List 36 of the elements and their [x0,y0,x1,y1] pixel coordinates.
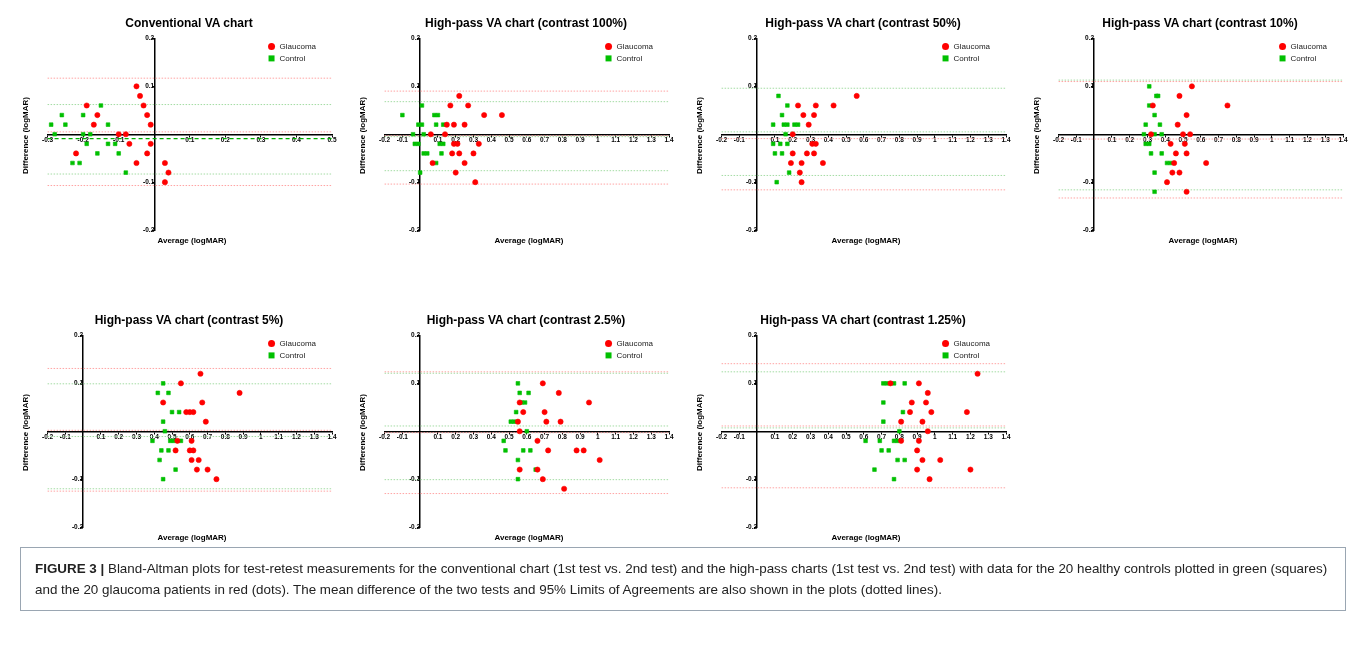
x-axis-title: Average (logMAR) [1167,236,1239,245]
legend-label: Glaucoma [953,41,991,51]
chart-title: High-pass VA chart (contrast 2.5%) [426,312,626,327]
legend-label: Control [279,53,306,63]
x-axis-title: Average (logMAR) [493,533,565,542]
y-axis-title: Difference (logMAR) [694,393,704,471]
legend-label: Control [953,350,980,360]
legend-label: Control [616,350,643,360]
y-axis-title: Difference (logMAR) [20,96,30,174]
x-axis-title: Average (logMAR) [830,236,902,245]
legend-label: Glaucoma [616,41,654,51]
x-axis-title: Average (logMAR) [830,533,902,542]
chart-title: High-pass VA chart (contrast 50%) [765,15,961,30]
legend-label: Glaucoma [279,41,317,51]
legend-label: Control [1290,53,1317,63]
chart-title: Conventional VA chart [125,15,253,30]
y-axis-title: Difference (logMAR) [694,96,704,174]
y-axis-title: Difference (logMAR) [1031,96,1041,174]
legend-label: Glaucoma [1290,41,1328,51]
legend-label: Control [616,53,643,63]
legend-label: Glaucoma [279,338,317,348]
legend-label: Control [953,53,980,63]
x-axis-title: Average (logMAR) [156,236,228,245]
caption: FIGURE 3 | Bland-Altman plots for test-retest measurements for the conventional chart (1st test vs. 2nd test) and the high-pass charts (1st test vs. 2nd test) with data for the 20 healthy controls plotted in green (squares) and the 20 glaucoma patients in red (dots). The mean difference of the two tests and 95% Limits of Agreements are also shown in the plots (dotted lines). [20,547,1346,611]
x-axis-title: Average (logMAR) [156,533,228,542]
y-axis-title: Difference (logMAR) [357,393,367,471]
legend-label: Glaucoma [616,338,654,348]
chart-title: High-pass VA chart (contrast 10%) [1102,15,1298,30]
chart-title: High-pass VA chart (contrast 5%) [94,312,284,327]
x-axis-title: Average (logMAR) [493,236,565,245]
legend-label: Glaucoma [953,338,991,348]
y-axis-title: Difference (logMAR) [20,393,30,471]
legend-label: Control [279,350,306,360]
chart-title: High-pass VA chart (contrast 100%) [424,15,628,30]
y-axis-title: Difference (logMAR) [357,96,367,174]
chart-title: High-pass VA chart (contrast 1.25%) [760,312,966,327]
